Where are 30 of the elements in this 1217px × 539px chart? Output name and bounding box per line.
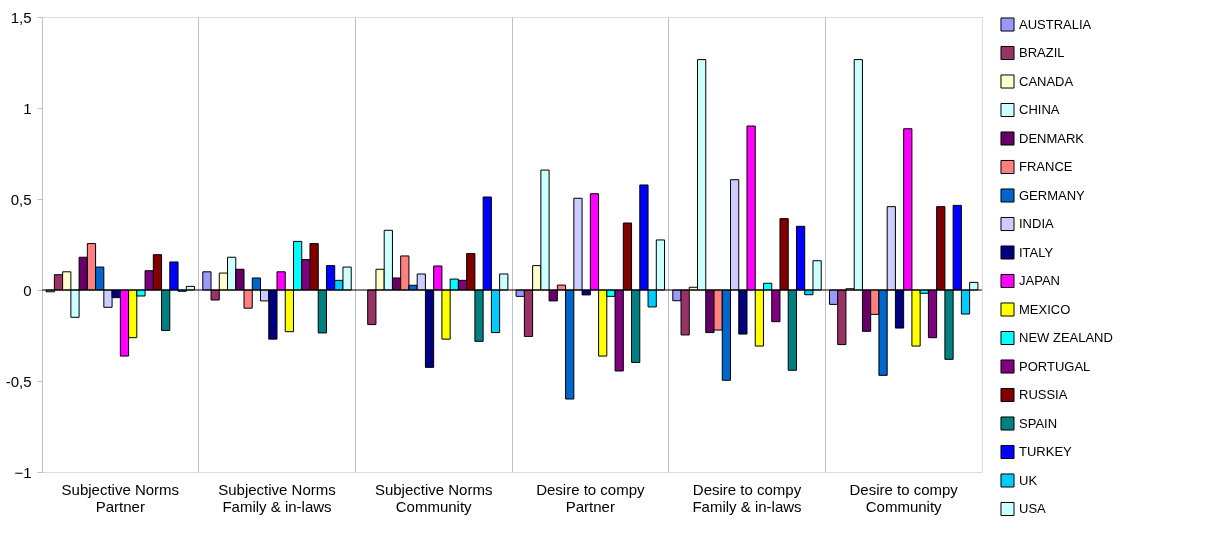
legend-label: CANADA (1019, 73, 1074, 89)
legend-label: DENMARK (1019, 130, 1085, 146)
y-tick-label: -0,5 (5, 372, 32, 390)
legend-label: MEXICO (1019, 301, 1071, 317)
x-tick-label: Desire to compy Community (849, 480, 959, 515)
x-tick-label: Desire to compy Family & in-laws (692, 480, 802, 515)
legend-label: JAPAN (1019, 273, 1060, 288)
legend-label: NEW ZEALAND (1019, 330, 1113, 345)
legend-label: FRANCE (1019, 159, 1073, 174)
x-tick-label: Desire to compy Partner (536, 480, 646, 515)
legend-label: RUSSIA (1019, 387, 1068, 402)
legend-label: TURKEY (1019, 444, 1073, 459)
legend-label: INDIA (1019, 216, 1054, 231)
x-tick-label: Subjective Norms Community (374, 480, 493, 515)
y-tick-label: 0 (23, 281, 32, 299)
legend-label: BRAZIL (1019, 45, 1065, 60)
legend-label: UK (1019, 472, 1038, 488)
y-tick-label: 0,5 (10, 190, 32, 208)
legend-label: ITALY (1019, 244, 1054, 260)
legend-label: CHINA (1019, 102, 1060, 117)
x-tick-label: Subjective Norms Partner (61, 480, 180, 515)
legend-label: PORTUGAL (1019, 358, 1091, 374)
y-tick-label: 1 (23, 99, 32, 117)
x-tick-label: Subjective Norms Family & in-laws (218, 480, 336, 515)
legend-label: AUSTRALIA (1019, 16, 1092, 32)
y-tick-label: 1,5 (10, 8, 32, 26)
legend-label: USA (1019, 501, 1047, 516)
y-tick-label: −1 (14, 463, 32, 481)
legend-label: SPAIN (1019, 415, 1058, 431)
legend-label: GERMANY (1019, 187, 1086, 203)
